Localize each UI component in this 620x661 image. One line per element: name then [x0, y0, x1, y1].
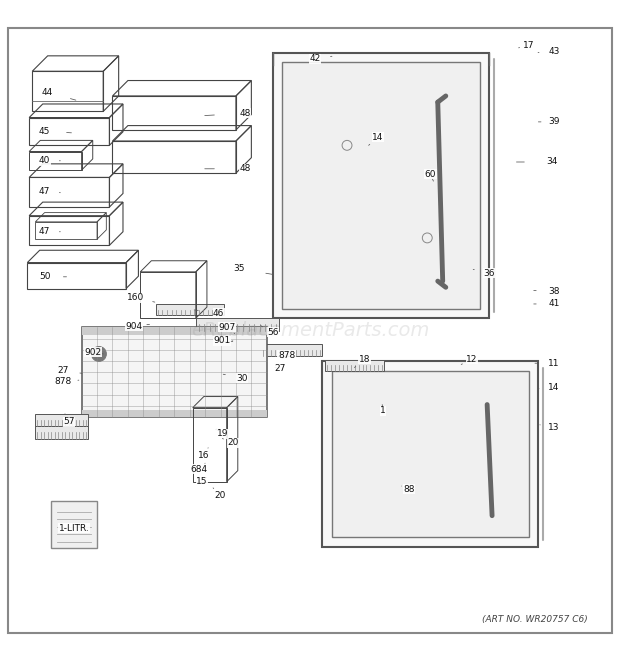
- Text: 14: 14: [372, 133, 384, 142]
- Text: 20: 20: [215, 491, 226, 500]
- Text: 16: 16: [198, 451, 210, 460]
- Text: 40: 40: [39, 156, 50, 165]
- Bar: [156, 304, 224, 315]
- Text: 45: 45: [39, 127, 50, 136]
- Text: 36: 36: [483, 268, 495, 278]
- Text: 57: 57: [63, 417, 75, 426]
- Text: 684: 684: [190, 465, 208, 474]
- Text: 901: 901: [214, 336, 231, 346]
- Text: 48: 48: [239, 109, 251, 118]
- Text: 160: 160: [127, 293, 144, 302]
- Text: 902: 902: [84, 348, 101, 356]
- Text: 907: 907: [218, 323, 236, 332]
- Text: (ART NO. WR20757 C6): (ART NO. WR20757 C6): [482, 615, 588, 624]
- Text: 27: 27: [58, 366, 69, 375]
- Bar: [273, 53, 489, 318]
- Text: 14: 14: [548, 383, 559, 392]
- Bar: [82, 410, 267, 417]
- Text: 27: 27: [275, 364, 286, 373]
- Text: 48: 48: [239, 165, 251, 173]
- Text: 15: 15: [197, 477, 208, 486]
- Text: 35: 35: [233, 264, 245, 273]
- Text: 17: 17: [523, 41, 535, 50]
- Text: eReplacementParts.com: eReplacementParts.com: [191, 321, 429, 340]
- Text: 30: 30: [236, 373, 248, 383]
- Text: 904: 904: [125, 322, 143, 330]
- Text: 47: 47: [39, 227, 50, 236]
- Text: 11: 11: [548, 359, 560, 368]
- Text: 44: 44: [42, 88, 53, 97]
- Text: 1: 1: [380, 407, 386, 415]
- Bar: [51, 502, 97, 548]
- Text: 47: 47: [39, 187, 50, 196]
- Text: 46: 46: [213, 309, 224, 318]
- Text: 50: 50: [39, 272, 50, 282]
- Text: 38: 38: [548, 287, 560, 296]
- Text: 12: 12: [466, 355, 477, 364]
- Bar: [82, 327, 267, 335]
- Bar: [35, 414, 88, 426]
- Text: 20: 20: [227, 438, 239, 447]
- Text: 1-LITR.: 1-LITR.: [59, 524, 90, 533]
- Text: 13: 13: [548, 423, 560, 432]
- Bar: [326, 360, 384, 371]
- Text: 878: 878: [278, 351, 295, 360]
- Bar: [332, 371, 529, 537]
- Text: 41: 41: [548, 299, 559, 309]
- Bar: [196, 318, 279, 330]
- Bar: [35, 426, 88, 438]
- Text: 878: 878: [55, 377, 72, 386]
- Text: 39: 39: [548, 118, 560, 126]
- Text: 60: 60: [425, 170, 436, 179]
- Text: 56: 56: [267, 328, 279, 337]
- Bar: [282, 62, 480, 309]
- Circle shape: [92, 346, 106, 362]
- Bar: [82, 327, 267, 417]
- Text: 19: 19: [216, 429, 228, 438]
- Text: 43: 43: [548, 47, 559, 56]
- Bar: [260, 344, 322, 356]
- Text: 42: 42: [309, 54, 321, 63]
- Text: 88: 88: [403, 485, 415, 494]
- Bar: [322, 362, 538, 547]
- Text: 34: 34: [546, 157, 557, 167]
- Text: 18: 18: [358, 355, 370, 364]
